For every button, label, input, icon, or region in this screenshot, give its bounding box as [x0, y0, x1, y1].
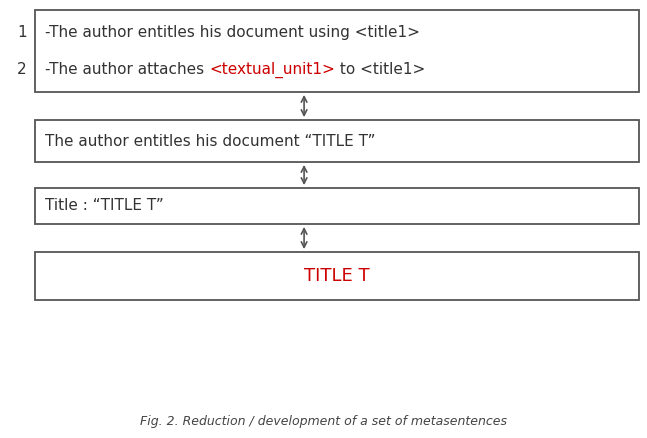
Text: -The author entitles his document using <title1>: -The author entitles his document using …	[45, 25, 420, 40]
Text: 1: 1	[17, 25, 27, 40]
Text: <textual_unit1>: <textual_unit1>	[209, 62, 334, 78]
Text: Title : “TITLE T”: Title : “TITLE T”	[45, 198, 164, 213]
Text: The author entitles his document “TITLE T”: The author entitles his document “TITLE …	[45, 134, 375, 148]
Bar	[35, 10, 639, 92]
Bar	[35, 252, 639, 300]
Bar	[35, 188, 639, 224]
Text: Fig. 2. Reduction / development of a set of metasentences: Fig. 2. Reduction / development of a set…	[140, 415, 507, 428]
Text: -The author attaches: -The author attaches	[45, 62, 209, 78]
Bar	[35, 120, 639, 162]
Text: to <title1>: to <title1>	[334, 62, 425, 78]
Text: TITLE T: TITLE T	[304, 267, 370, 285]
Text: 2: 2	[17, 62, 27, 78]
